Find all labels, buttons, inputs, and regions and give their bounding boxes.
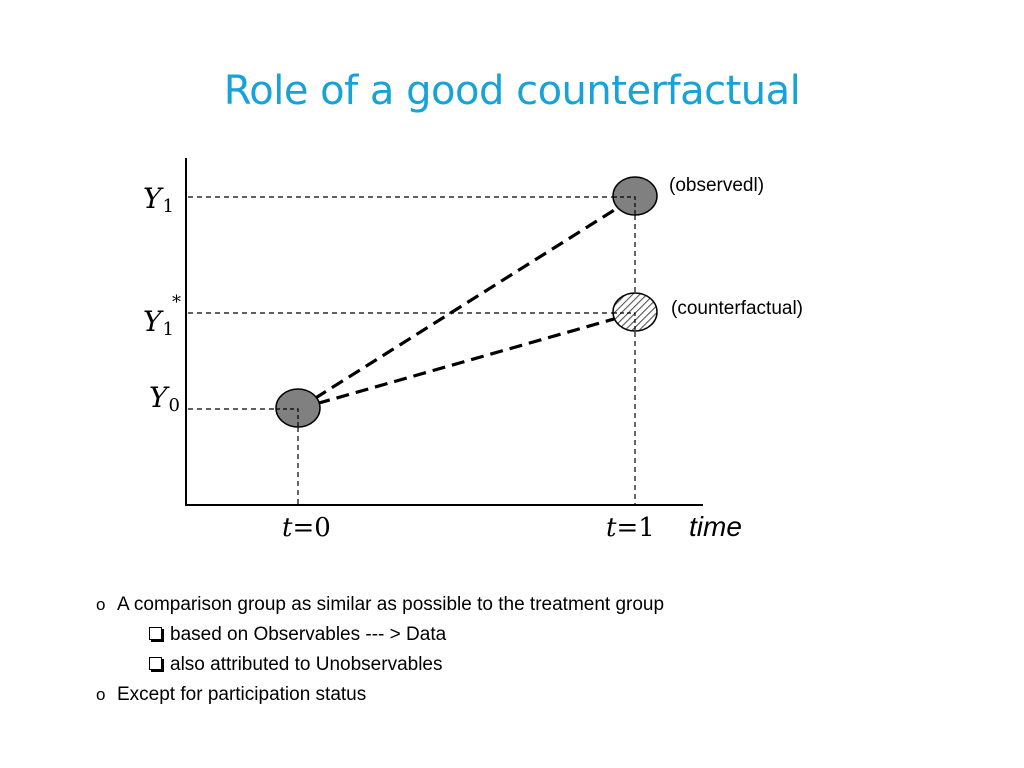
circle-bullet-icon: o [96, 595, 106, 614]
y0-point [275, 388, 321, 428]
bullet-text: A comparison group as similar as possibl… [117, 594, 665, 615]
circle-bullet-icon: o [96, 685, 106, 704]
counterfactual-label: (counterfactual) [671, 298, 803, 319]
bullet-item: o A comparison group as similar as possib… [96, 590, 664, 620]
y1star-label: Y1* [143, 292, 181, 340]
bullet-text: also attributed to Unobservables [170, 654, 443, 675]
reference-lines [188, 196, 636, 505]
sub-bullet-item: based on Observables --- > Data [96, 620, 664, 650]
counterfactual-point [612, 292, 658, 332]
trajectories [297, 195, 636, 411]
observed-trajectory [297, 195, 636, 411]
checkbox-bullet-icon [149, 657, 162, 670]
observed-point [612, 176, 658, 216]
bullet-text: Except for participation status [117, 684, 367, 705]
y1-label: Y1 [143, 182, 174, 217]
sub-bullet-item: also attributed to Unobservables [96, 650, 664, 680]
x-axis-label: time [689, 511, 742, 542]
point-corner-marks [276, 196, 636, 428]
y0-label: Y0 [149, 381, 180, 416]
bullet-text: based on Observables --- > Data [170, 624, 447, 645]
bullet-list: o A comparison group as similar as possib… [96, 590, 664, 710]
slide-title: Role of a good counterfactual [223, 68, 801, 114]
bullet-item: o Except for participation status [96, 680, 664, 710]
observed-label: (observedl) [669, 175, 764, 196]
counterfactual-trajectory [297, 311, 636, 411]
checkbox-bullet-icon [149, 627, 162, 640]
t0-label: t=0 [282, 513, 331, 543]
t1-label: t=1 [606, 513, 655, 543]
